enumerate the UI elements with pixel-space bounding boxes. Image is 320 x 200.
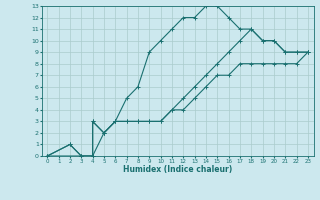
X-axis label: Humidex (Indice chaleur): Humidex (Indice chaleur): [123, 165, 232, 174]
